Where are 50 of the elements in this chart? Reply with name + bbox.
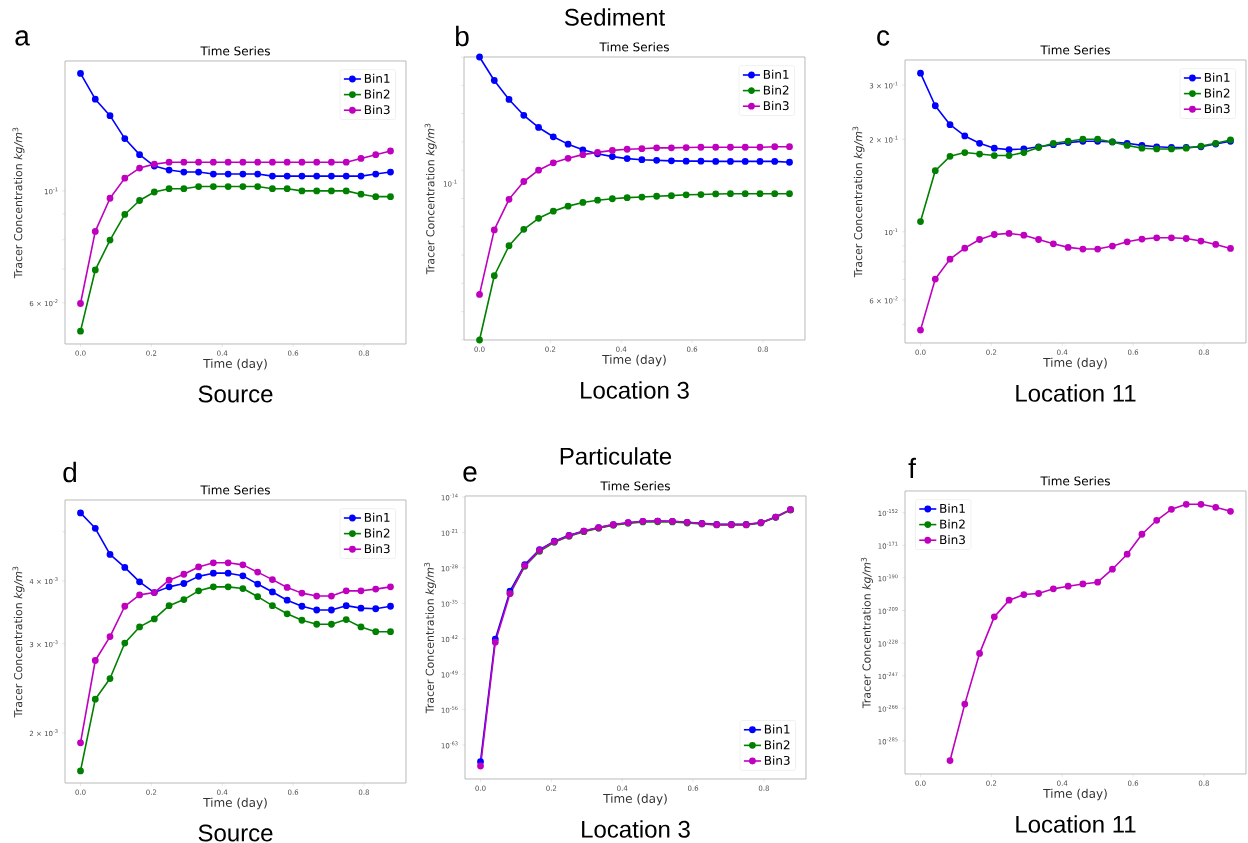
text: Sediment bbox=[564, 8, 666, 26]
chart-title: Time Series bbox=[200, 485, 270, 495]
text: Location 11 bbox=[1016, 815, 1136, 833]
legend-label: Bin1 bbox=[1204, 72, 1230, 82]
legend-label: Bin2 bbox=[364, 528, 390, 538]
legend-label: Bin3 bbox=[940, 534, 965, 545]
chart-title: Time Series bbox=[1040, 45, 1110, 55]
text: d bbox=[63, 461, 76, 483]
x-axis-title: Time (day) bbox=[1043, 357, 1107, 370]
text: c bbox=[877, 30, 890, 46]
chart-title: Time Series bbox=[1040, 476, 1110, 486]
x-axis-title: Time (day) bbox=[602, 354, 666, 367]
legend-label: Bin3 bbox=[364, 543, 390, 554]
legend-label: Bin2 bbox=[763, 85, 789, 95]
legend-label: Bin2 bbox=[764, 740, 790, 750]
y-axis-title: Tracer Concentration kg/m$^{3}$ bbox=[852, 126, 865, 278]
legend-label: Bin2 bbox=[364, 89, 390, 99]
legend-label: Bin3 bbox=[364, 104, 390, 115]
legend-label: Bin3 bbox=[1204, 103, 1230, 114]
legend-label: Bin1 bbox=[364, 512, 390, 522]
y-axis-title: Tracer Concentration kg/m$^{3}$ bbox=[424, 562, 437, 714]
text: e bbox=[463, 466, 477, 482]
legend-label: Bin1 bbox=[763, 69, 789, 79]
y-axis-title: Tracer Concentration kg/m$^{3}$ bbox=[860, 557, 873, 709]
x-axis-title: Time (day) bbox=[203, 797, 267, 810]
legend-label: Bin2 bbox=[1204, 88, 1230, 98]
text: b bbox=[456, 25, 469, 47]
y-axis-title: Tracer Concentration kg/m$^{3}$ bbox=[424, 123, 437, 275]
legend-label: Bin3 bbox=[764, 755, 790, 765]
chart-title: Time Series bbox=[600, 481, 670, 491]
text: a bbox=[15, 30, 30, 46]
legend-label: Bin3 bbox=[763, 100, 789, 111]
legend-label: Bin1 bbox=[764, 724, 790, 734]
chart-title: Time Series bbox=[599, 42, 669, 52]
chart-title: Time Series bbox=[200, 46, 270, 56]
text: Particulate bbox=[560, 447, 672, 465]
x-axis-title: Time (day) bbox=[1043, 788, 1107, 801]
text: Location 11 bbox=[1016, 384, 1136, 402]
text: Location 3 bbox=[581, 381, 689, 399]
text: Source bbox=[198, 385, 273, 403]
x-axis-title: Time (day) bbox=[603, 793, 667, 806]
text: Source bbox=[198, 824, 273, 842]
text: f bbox=[908, 457, 916, 479]
legend-label: Bin2 bbox=[940, 519, 965, 529]
legend-label: Bin1 bbox=[940, 503, 965, 513]
legend-label: Bin1 bbox=[364, 73, 390, 83]
y-axis-title: Tracer Concentration kg/m$^{3}$ bbox=[12, 566, 25, 718]
text: Location 3 bbox=[582, 820, 690, 838]
y-axis-title: Tracer Concentration kg/m$^{3}$ bbox=[12, 127, 25, 279]
x-axis-title: Time (day) bbox=[203, 358, 267, 371]
